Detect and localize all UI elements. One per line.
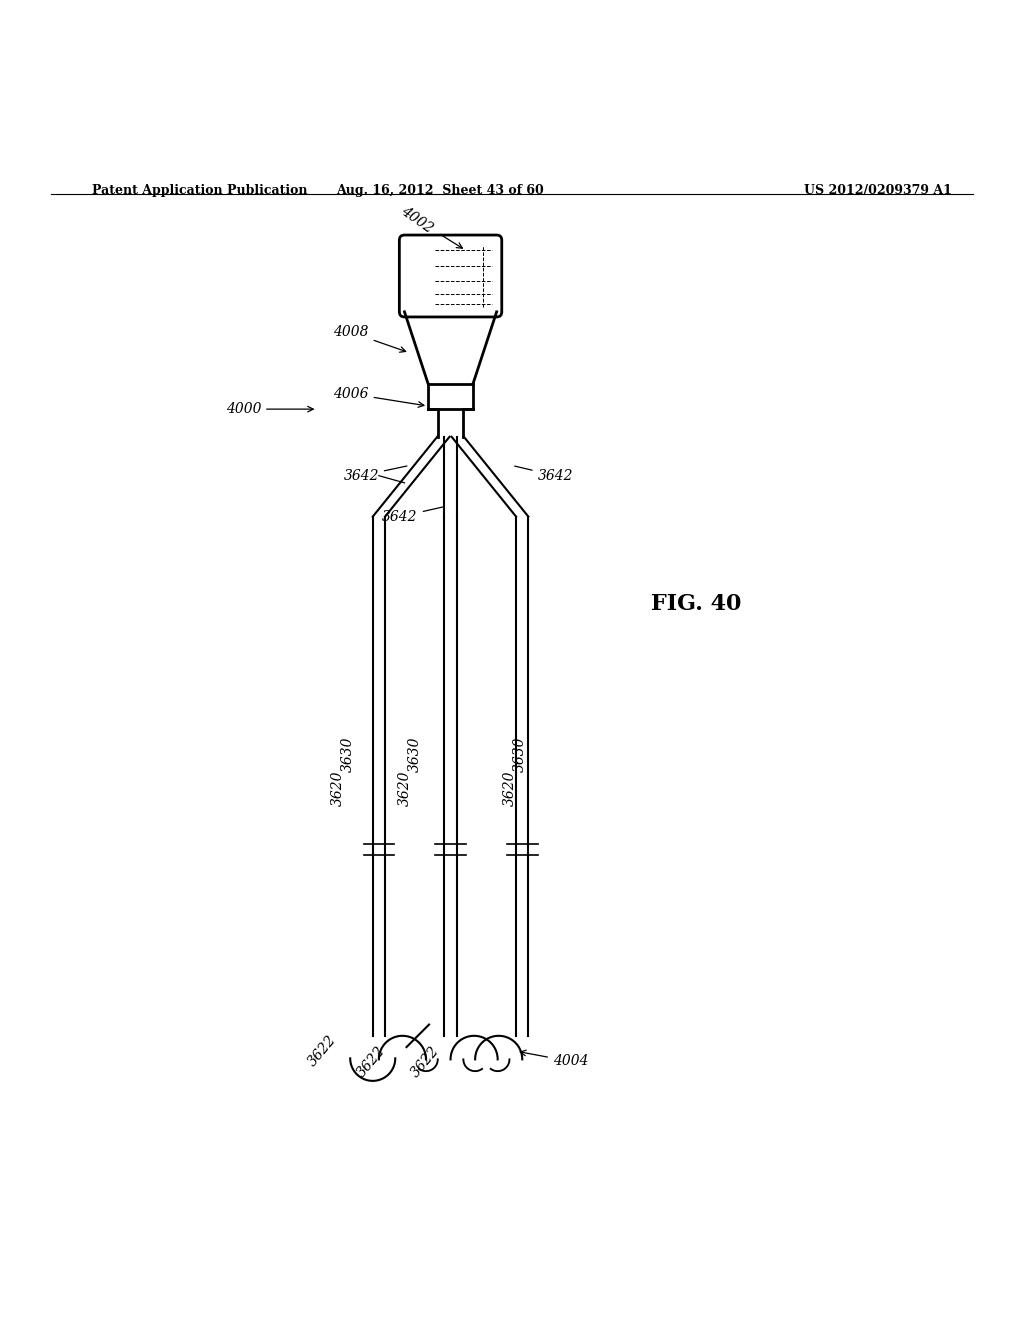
Text: 3622: 3622 xyxy=(306,1034,339,1069)
Text: 3642: 3642 xyxy=(343,466,407,483)
Text: 3630: 3630 xyxy=(341,737,355,772)
Text: US 2012/0209379 A1: US 2012/0209379 A1 xyxy=(805,183,952,197)
Text: 3642: 3642 xyxy=(515,466,573,483)
Text: 3620: 3620 xyxy=(503,771,517,805)
Text: 3620: 3620 xyxy=(331,771,345,805)
Text: 4000: 4000 xyxy=(225,403,313,416)
Text: 4002: 4002 xyxy=(398,203,463,248)
Text: 4006: 4006 xyxy=(333,387,424,408)
Text: 3622: 3622 xyxy=(354,1043,387,1080)
Text: 3622: 3622 xyxy=(409,1043,441,1080)
FancyBboxPatch shape xyxy=(399,235,502,317)
Text: Patent Application Publication: Patent Application Publication xyxy=(92,183,307,197)
Text: 3642: 3642 xyxy=(382,507,442,524)
Text: FIG. 40: FIG. 40 xyxy=(651,593,741,615)
Text: 3620: 3620 xyxy=(397,771,412,805)
Text: 4008: 4008 xyxy=(333,325,406,352)
Text: 4004: 4004 xyxy=(520,1051,589,1068)
Text: 3630: 3630 xyxy=(408,737,422,772)
Text: Aug. 16, 2012  Sheet 43 of 60: Aug. 16, 2012 Sheet 43 of 60 xyxy=(337,183,544,197)
Text: 3630: 3630 xyxy=(513,737,527,772)
